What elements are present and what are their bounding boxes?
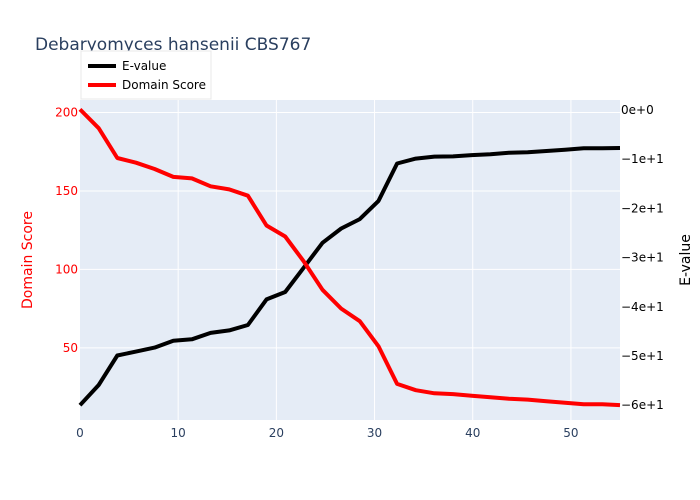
x-tick-label: 10 (171, 426, 186, 440)
y-right-tick-label: −3e+1 (621, 251, 664, 265)
grid (80, 100, 620, 420)
x-tick-label: 20 (269, 426, 284, 440)
y-left-tick-label: 200 (55, 106, 78, 120)
y-right-tick-label: −4e+1 (621, 300, 664, 314)
legend-box (80, 50, 212, 100)
y-left-tick-label: 50 (63, 341, 78, 355)
x-tick-label: 40 (465, 426, 480, 440)
y-right-tick-label: −2e+1 (621, 201, 664, 215)
x-tick-label: 50 (563, 426, 578, 440)
domain-score-line (78, 107, 621, 408)
series-lines (78, 107, 621, 408)
legend-label-evalue: E-value (122, 59, 166, 73)
legend-label-domain-score: Domain Score (122, 78, 206, 92)
x-tick-label: 30 (367, 426, 382, 440)
y-left-tick-label: 100 (55, 262, 78, 276)
y-right-axis-label: E-value (678, 234, 694, 286)
y-right-tick-label: 0e+0 (621, 103, 654, 117)
y-right-tick-label: −5e+1 (621, 349, 664, 363)
y-right-tick-label: −6e+1 (621, 398, 664, 412)
ticks: 0 10 20 30 40 50 50 100 150 200 0e+0 −1e+1 −2e+1 −3e+… (55, 103, 664, 440)
plot-background (80, 100, 620, 420)
legend: E-value Domain Score (80, 50, 212, 100)
e-value-line (78, 146, 621, 407)
y-left-axis-label: Domain Score (20, 211, 36, 309)
y-right-tick-label: −1e+1 (621, 152, 664, 166)
x-tick-label: 0 (76, 426, 84, 440)
y-left-tick-label: 150 (55, 184, 78, 198)
chart-title: Debaryomyces hansenii CBS767 (35, 35, 311, 55)
